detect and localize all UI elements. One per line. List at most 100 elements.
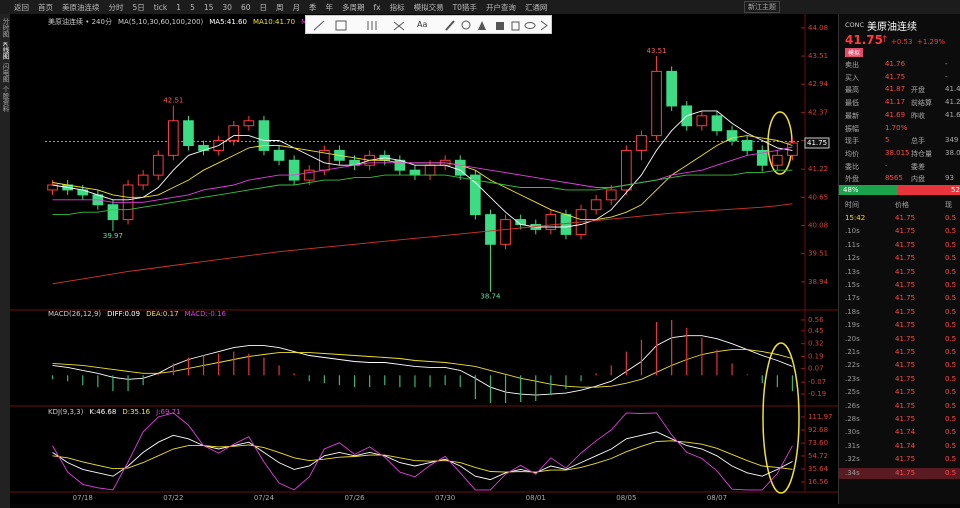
drawing-icons bbox=[313, 20, 548, 31]
quote-price: 41.75 bbox=[845, 33, 883, 47]
toolbar-item[interactable]: 年 bbox=[325, 2, 333, 12]
candle-body bbox=[605, 189, 617, 201]
side-tab[interactable]: 个股资料 bbox=[1, 86, 9, 113]
candle-body bbox=[470, 174, 481, 216]
candle-body bbox=[772, 154, 783, 166]
ratio-label: 52 bbox=[951, 186, 960, 194]
stat-cell: 41.87 bbox=[885, 85, 906, 94]
tool-icon[interactable] bbox=[461, 20, 471, 30]
legend-item: MACD:-0.16 bbox=[185, 310, 227, 318]
text-tool[interactable]: Aa bbox=[417, 20, 428, 29]
toolbar-item[interactable]: 日 bbox=[259, 2, 267, 12]
candle-body bbox=[152, 154, 164, 176]
toolbar-item[interactable]: 指标 bbox=[389, 2, 405, 12]
toolbar-item[interactable]: tick bbox=[153, 2, 168, 12]
candle-body bbox=[454, 159, 466, 176]
toolbar-item[interactable]: T0猎手 bbox=[452, 2, 477, 12]
tool-icon[interactable] bbox=[393, 21, 405, 31]
tool-icon[interactable] bbox=[524, 22, 536, 29]
candle-body bbox=[560, 214, 572, 235]
table-cell: .30s bbox=[845, 428, 860, 437]
table-header: 价格 bbox=[895, 201, 909, 209]
stat-cell: 振幅 bbox=[845, 124, 859, 133]
stat-cell: 93 bbox=[945, 174, 954, 183]
tool-icon[interactable] bbox=[496, 22, 504, 30]
table-cell: .28s bbox=[845, 415, 860, 423]
x-tick-label: 07/30 bbox=[435, 494, 455, 502]
stat-cell: 买入 bbox=[845, 73, 859, 82]
candle-body bbox=[621, 149, 632, 191]
quote-change: +0.53 bbox=[891, 38, 913, 46]
table-cell: 15:42 bbox=[845, 214, 866, 222]
candle-body bbox=[636, 135, 647, 151]
y-tick-label: 16.56 bbox=[808, 478, 829, 486]
table-cell: 41.75 bbox=[895, 267, 916, 276]
side-tab[interactable]: K线图 bbox=[1, 41, 9, 59]
tool-icon[interactable] bbox=[540, 20, 548, 31]
stat-cell: 现手 bbox=[845, 137, 859, 146]
stat-cell: 卖出 bbox=[845, 61, 859, 69]
toolbar-item[interactable]: 美原油连续 bbox=[62, 2, 100, 12]
y-tick-label: 40.08 bbox=[808, 222, 828, 230]
toolbar-item[interactable]: 模拟交易 bbox=[413, 2, 444, 12]
table-cell: 0.5 bbox=[945, 361, 957, 370]
toolbar-item[interactable]: 季 bbox=[308, 2, 317, 12]
side-tab[interactable]: 分时图 bbox=[1, 18, 9, 38]
stat-cell: 委比 bbox=[845, 162, 859, 171]
toolbar-item[interactable]: 分时 bbox=[108, 2, 124, 12]
toolbar-item[interactable]: 汇通网 bbox=[524, 2, 548, 12]
toolbar-item[interactable]: 返回 bbox=[14, 2, 29, 12]
toolbar-item[interactable]: 开户查询 bbox=[485, 2, 516, 12]
toolbar-item[interactable]: 多周期 bbox=[341, 2, 365, 12]
y-tick-label: 40.65 bbox=[808, 193, 828, 201]
candle-body bbox=[590, 199, 602, 211]
tool-icon[interactable] bbox=[313, 20, 325, 31]
toolbar-item[interactable]: 周 bbox=[275, 2, 284, 12]
stat-cell: 均价 bbox=[845, 149, 859, 158]
table-cell: .21s bbox=[845, 348, 860, 356]
tool-icon[interactable] bbox=[445, 20, 455, 31]
indicator-line bbox=[52, 335, 793, 396]
quote-tag[interactable]: 模拟 bbox=[845, 48, 864, 57]
toolbar-item[interactable]: 5日 bbox=[132, 2, 145, 12]
table-cell: .10s bbox=[845, 227, 860, 236]
toolbar-item[interactable]: 15 bbox=[203, 2, 214, 12]
toolbar-item[interactable]: fx bbox=[373, 2, 381, 12]
stat-cell: 前结算 bbox=[911, 99, 932, 108]
toolbar-item[interactable]: 30 bbox=[222, 2, 232, 12]
toolbar-item[interactable]: 60 bbox=[240, 2, 251, 12]
table-cell: 0.5 bbox=[945, 294, 957, 303]
chart-background bbox=[10, 14, 838, 504]
x-tick-label: 07/18 bbox=[73, 494, 93, 502]
table-cell: .18s bbox=[845, 307, 860, 316]
table-cell: 41.75 bbox=[895, 361, 916, 370]
stat-cell: 38.015 bbox=[885, 148, 910, 157]
legend-item: DEA:0.17 bbox=[146, 310, 178, 318]
tool-icon[interactable] bbox=[511, 21, 520, 31]
table-cell: 0.5 bbox=[945, 240, 957, 249]
y-tick-label: 92.68 bbox=[808, 426, 828, 434]
ratio-bar bbox=[839, 185, 898, 195]
stat-cell: - bbox=[945, 72, 948, 81]
toolbar-item[interactable]: 5 bbox=[190, 2, 195, 12]
y-tick-label: 38.94 bbox=[808, 278, 829, 286]
table-cell: .19s bbox=[845, 321, 860, 330]
candle-body bbox=[168, 120, 179, 156]
theme-button[interactable]: 新江主题 bbox=[744, 1, 780, 13]
toolbar-item[interactable]: 月 bbox=[292, 2, 300, 12]
candle-body bbox=[711, 115, 723, 132]
toolbar-item[interactable]: 首页 bbox=[38, 2, 53, 12]
price-annotation: 39.97 bbox=[103, 232, 123, 240]
side-tab[interactable]: 闪电图 bbox=[1, 62, 9, 83]
toolbar-item[interactable]: 1 bbox=[176, 2, 182, 12]
table-cell: .22s bbox=[845, 361, 860, 370]
stat-cell: 41.75 bbox=[885, 72, 906, 81]
stat-cell: 内盘 bbox=[911, 175, 925, 184]
stat-cell: - bbox=[945, 60, 948, 68]
table-cell: 0.5 bbox=[945, 307, 957, 316]
candle-body bbox=[107, 204, 119, 221]
table-cell: .15s bbox=[845, 281, 860, 289]
table-cell: 41.75 bbox=[895, 307, 916, 316]
tool-icon[interactable] bbox=[478, 21, 486, 30]
tool-icon[interactable] bbox=[335, 20, 347, 31]
